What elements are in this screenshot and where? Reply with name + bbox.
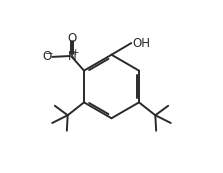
Text: −: − — [45, 49, 54, 59]
Text: O: O — [43, 50, 52, 63]
Text: N: N — [68, 49, 76, 62]
Text: OH: OH — [133, 37, 151, 50]
Text: +: + — [71, 48, 79, 57]
Text: O: O — [67, 32, 77, 45]
